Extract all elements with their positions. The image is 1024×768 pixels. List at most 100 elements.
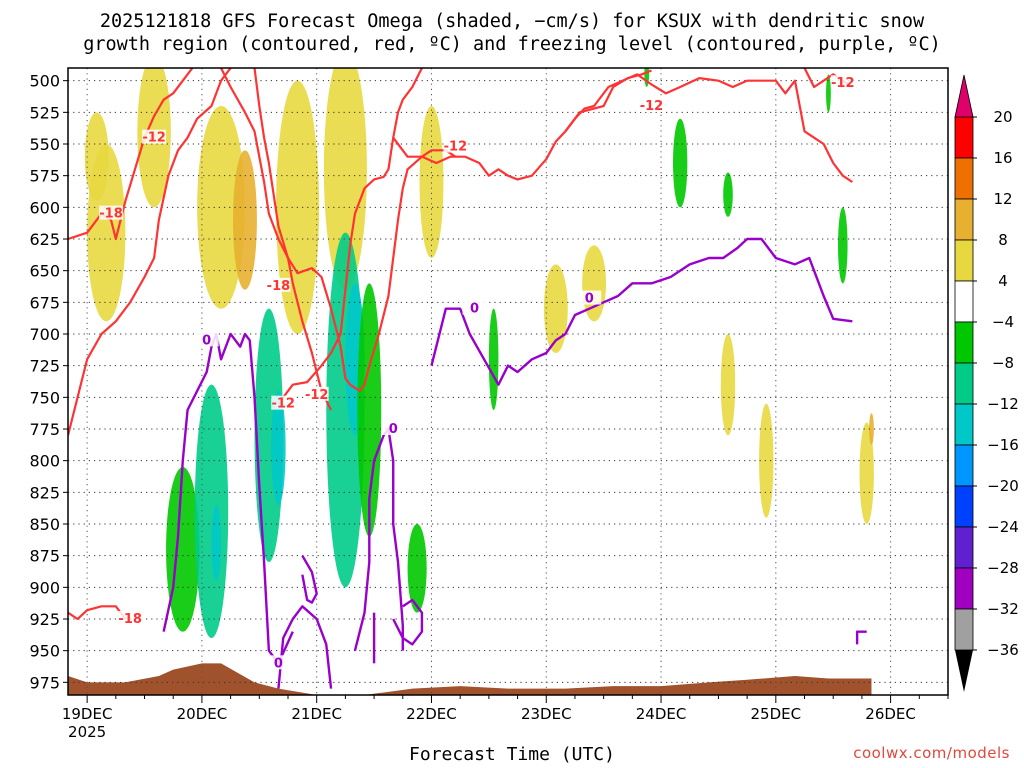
freezing-contour-7: [855, 630, 867, 645]
x-year-label: 2025: [68, 723, 106, 741]
x-tick-label-0: 19DEC: [62, 705, 113, 723]
dendritic-label-bg-2: [266, 277, 291, 292]
colorbar-swatch-0: [954, 116, 974, 159]
dendritic-label-3: -12: [271, 397, 295, 412]
omega-region-3: [197, 105, 245, 309]
colorbar-swatch-8: [954, 444, 974, 487]
colorbar-label-8: −16: [987, 436, 1019, 454]
colorbar-label-7: −12: [987, 395, 1019, 413]
y-tick-label-725: 725: [29, 357, 60, 376]
ground-terrain: [68, 663, 872, 695]
colorbar-swatch-4: [954, 280, 974, 323]
dendritic-label-bg-4: [443, 138, 468, 153]
omega-region-16: [211, 505, 222, 581]
freezing-label-4: 0: [585, 292, 594, 307]
colorbar-label-4: 4: [998, 272, 1008, 290]
y-tick-label-775: 775: [29, 420, 60, 439]
freezing-label-bg-1: [266, 655, 291, 670]
colorbar-label-5: −4: [992, 313, 1014, 331]
dendritic-contour-7: [68, 605, 127, 621]
freezing-label-bg-0: [194, 332, 219, 347]
freezing-label-bg-3: [462, 300, 487, 315]
y-tick-label-600: 600: [29, 198, 60, 217]
omega-region-23: [488, 308, 499, 411]
colorbar-swatch-5: [954, 321, 974, 364]
freezing-contour-0: [162, 332, 294, 665]
colorbar-label-1: 16: [993, 149, 1012, 167]
colorbar-swatch-7: [954, 403, 974, 446]
x-tick-label-5: 24DEC: [636, 705, 687, 723]
x-tick-label-2: 21DEC: [291, 705, 342, 723]
colorbar-swatch-12: [954, 608, 974, 651]
colorbar-swatch-11: [954, 567, 974, 610]
omega-region-18: [271, 391, 286, 505]
freezing-label-0: 0: [202, 333, 211, 348]
freezing-label-2: 0: [389, 422, 398, 437]
y-tick-label-900: 900: [29, 578, 60, 597]
colorbar-top-arrow: [954, 74, 974, 118]
y-tick-label-875: 875: [29, 547, 60, 566]
colorbar-swatch-1: [954, 157, 974, 200]
omega-region-14: [166, 466, 200, 632]
y-tick-label-800: 800: [29, 452, 60, 471]
y-axis: 500 525 550 575 600 625 650 675 700 725 750 775 800 8…: [29, 72, 68, 692]
dendritic-label-2: -18: [267, 279, 291, 294]
omega-region-13: [869, 413, 874, 445]
colorbar-swatch-3: [954, 239, 974, 282]
title-line-2: growth region (contoured, red, ºC) and f…: [83, 34, 941, 55]
dendritic-label-5: -12: [305, 388, 329, 403]
dendritic-label-bg-8: [830, 75, 855, 90]
colorbar-swatch-10: [954, 526, 974, 569]
omega-region-26: [838, 207, 848, 284]
freezing-contour-1: [277, 605, 333, 689]
colorbar-label-2: 12: [993, 190, 1012, 208]
omega-region-27: [826, 74, 831, 113]
colorbar-swatch-6: [954, 362, 974, 405]
colorbar-label-6: −8: [992, 354, 1014, 372]
omega-region-1: [87, 144, 126, 322]
y-tick-label-525: 525: [29, 103, 60, 122]
omega-region-12: [859, 422, 874, 524]
colorbar-label-13: −36: [987, 641, 1019, 659]
dendritic-label-4: -12: [444, 140, 468, 155]
freezing-label-1: 0: [274, 656, 283, 671]
x-tick-label-6: 25DEC: [751, 705, 802, 723]
y-tick-label-575: 575: [29, 167, 60, 186]
y-tick-label-625: 625: [29, 230, 60, 249]
y-tick-label-750: 750: [29, 388, 60, 407]
dendritic-label-bg-1: [142, 129, 167, 144]
site-credit: coolwx.com/models: [853, 744, 1010, 762]
freezing-label-3: 0: [470, 302, 479, 317]
chart-title: 2025121818 GFS Forecast Omega (shaded, −…: [0, 10, 1024, 56]
x-tick-label-4: 23DEC: [521, 705, 572, 723]
colorbar-swatch-9: [954, 485, 974, 528]
contours: [68, 68, 867, 689]
dendritic-label-bg-6: [639, 98, 664, 112]
dendritic-label-0: -18: [99, 207, 123, 222]
freezing-label-bg-2: [381, 421, 406, 435]
omega-region-25: [723, 172, 733, 217]
omega-region-11: [759, 403, 774, 518]
colorbar-swatch-2: [954, 198, 974, 241]
dendritic-label-bg-3: [271, 395, 296, 410]
dendritic-label-6: -12: [640, 99, 664, 114]
dendritic-contour-2: [220, 68, 333, 411]
dendritic-label-8: -12: [831, 76, 855, 91]
y-tick-label-700: 700: [29, 325, 60, 344]
freezing-contour-4: [392, 598, 424, 646]
colorbar-label-11: −28: [987, 559, 1019, 577]
dendritic-label-bg-0: [99, 205, 124, 220]
colorbar-label-0: 20: [993, 108, 1012, 126]
omega-region-15: [194, 384, 229, 638]
title-line-1: 2025121818 GFS Forecast Omega (shaded, −…: [99, 11, 925, 32]
dendritic-contour-3: [253, 68, 456, 393]
dendritic-label-1: -12: [142, 131, 166, 146]
dendritic-contour-5: [392, 69, 652, 181]
colorbar-bottom-arrow: [955, 650, 973, 692]
dendritic-contour-4: [277, 68, 423, 405]
freezing-contour-5: [430, 237, 853, 386]
y-tick-label-500: 500: [29, 72, 60, 91]
plot-frame: [67, 67, 949, 696]
omega-region-22: [407, 524, 427, 613]
